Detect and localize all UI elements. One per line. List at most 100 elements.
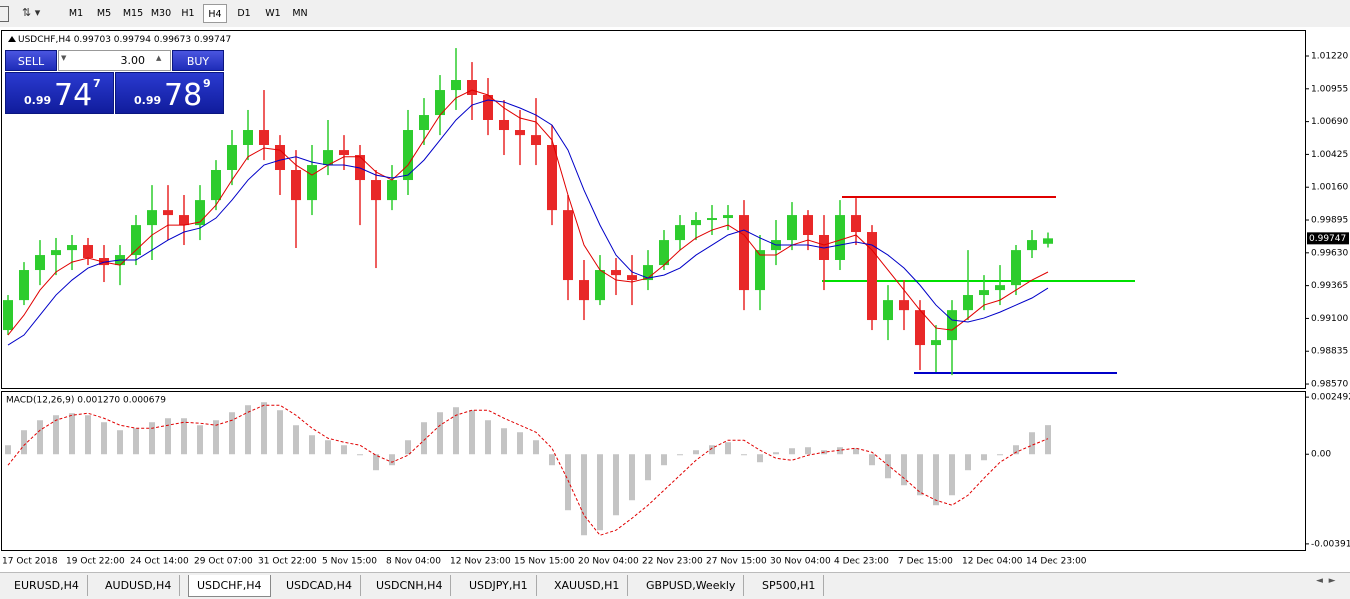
chart-tab[interactable]: USDJPY,H1 (461, 575, 537, 596)
candle-body (35, 255, 45, 271)
chart-tab[interactable]: GBPUSD,Weekly (638, 575, 745, 596)
macd-bar (853, 448, 859, 455)
candle-body (707, 218, 717, 221)
candle-body (1027, 240, 1037, 251)
macd-bar (869, 454, 875, 466)
candle-body (419, 115, 429, 131)
candle-body (323, 150, 333, 166)
ask-price[interactable]: 0.99 78 9 (115, 72, 224, 114)
macd-bar (597, 454, 603, 531)
bid-price[interactable]: 0.99 74 7 (5, 72, 114, 114)
candle-body (787, 215, 797, 241)
timeframe-button[interactable]: M1 (68, 8, 84, 19)
timeframe-button[interactable]: MN (292, 8, 308, 19)
macd-bar (213, 420, 219, 455)
header-close: 0.99747 (194, 35, 231, 45)
buy-button[interactable]: BUY (172, 50, 224, 71)
x-tick-label: 20 Nov 04:00 (578, 557, 639, 567)
timeframe-button[interactable]: M5 (96, 8, 112, 19)
timeframe-button[interactable]: M30 (150, 8, 172, 19)
candle-body (947, 310, 957, 341)
x-tick-label: 5 Nov 15:00 (322, 557, 377, 567)
macd-bar (501, 428, 507, 455)
timeframe-button[interactable]: H4 (203, 4, 227, 23)
macd-bar (757, 454, 763, 463)
macd-bar (293, 425, 299, 455)
candle-body (659, 240, 669, 266)
candle-body (467, 80, 477, 95)
candle-body (739, 215, 749, 291)
macd-bar (709, 445, 715, 455)
tool-icon[interactable] (0, 6, 9, 22)
candle-body (595, 270, 605, 301)
candle-body (83, 245, 93, 259)
lot-down[interactable]: ▼ (61, 54, 67, 62)
bid-point: 7 (93, 77, 101, 90)
candle-body (227, 145, 237, 171)
candle-body (755, 250, 765, 291)
candle-body (387, 180, 397, 201)
header-open: 0.99703 (74, 35, 111, 45)
candle-body (3, 300, 13, 331)
macd-bar (741, 454, 747, 456)
macd-bar (565, 454, 571, 511)
macd-bar (85, 415, 91, 455)
chart-tab[interactable]: SP500,H1 (754, 575, 825, 596)
chart-background (0, 27, 1350, 572)
macd-bar (197, 425, 203, 455)
x-tick-label: 14 Dec 23:00 (1026, 557, 1087, 567)
chart-header: USDCHF,H4 0.99703 0.99794 0.99673 0.9974… (18, 35, 231, 45)
chart-tab[interactable]: AUDUSD,H4 (97, 575, 181, 596)
macd-bar (533, 440, 539, 455)
lot-input[interactable]: 3.00 (58, 50, 171, 71)
symbol-icon (8, 36, 16, 42)
header-high: 0.99794 (114, 35, 151, 45)
timeframe-button[interactable]: W1 (265, 8, 281, 19)
tab-scroll[interactable]: ◄ ► (1316, 576, 1336, 586)
candle-body (867, 232, 877, 321)
chart-tab[interactable]: USDCNH,H4 (368, 575, 452, 596)
candle-body (691, 220, 701, 226)
macd-bar (885, 454, 891, 479)
timeframe-button[interactable]: H1 (181, 8, 195, 19)
chart-tab[interactable]: EURUSD,H4 (6, 575, 88, 596)
signal-line (7, 404, 1049, 536)
macd-bar (261, 402, 267, 455)
y-tick-label: 1.00955 (1311, 84, 1348, 94)
macd-bar (389, 454, 395, 466)
candle-body (195, 200, 205, 226)
y-tick-label: 1.00425 (1311, 150, 1348, 160)
moving-average (7, 99, 1049, 346)
timeframe-button[interactable]: M15 (122, 8, 144, 19)
x-tick-label: 29 Oct 07:00 (194, 557, 253, 567)
chart-tab[interactable]: XAUUSD,H1 (546, 575, 629, 596)
macd-bar (437, 412, 443, 455)
macd-bar (101, 422, 107, 455)
x-tick-label: 15 Nov 15:00 (514, 557, 575, 567)
bid-prefix: 0.99 (24, 94, 52, 107)
macd-bar (693, 450, 699, 455)
chart-title: USDCHF,H4 (18, 35, 71, 45)
candle-body (147, 210, 157, 226)
macd-bar (325, 440, 331, 455)
candle-body (483, 94, 493, 120)
lot-up[interactable]: ▲ (156, 54, 162, 62)
y-tick-label: 1.00690 (1311, 117, 1348, 127)
macd-bar (613, 454, 619, 516)
chart-tab[interactable]: USDCAD,H4 (278, 575, 361, 596)
tool-icon[interactable]: ⇅ ▾ (22, 6, 41, 19)
macd-bar (277, 410, 283, 455)
candle-body (883, 300, 893, 321)
chart-tab[interactable]: USDCHF,H4 (188, 575, 271, 597)
ask-pips: 78 (164, 78, 203, 113)
timeframe-button[interactable]: D1 (237, 8, 251, 19)
y-tick-label: 0.002492 (1311, 393, 1350, 403)
macd-bar (357, 454, 363, 456)
candle-body (931, 340, 941, 346)
macd-bar (149, 422, 155, 455)
sell-button[interactable]: SELL (5, 50, 57, 71)
macd-bar (837, 447, 843, 455)
candle-body (211, 170, 221, 201)
bid-pips: 74 (54, 78, 93, 113)
